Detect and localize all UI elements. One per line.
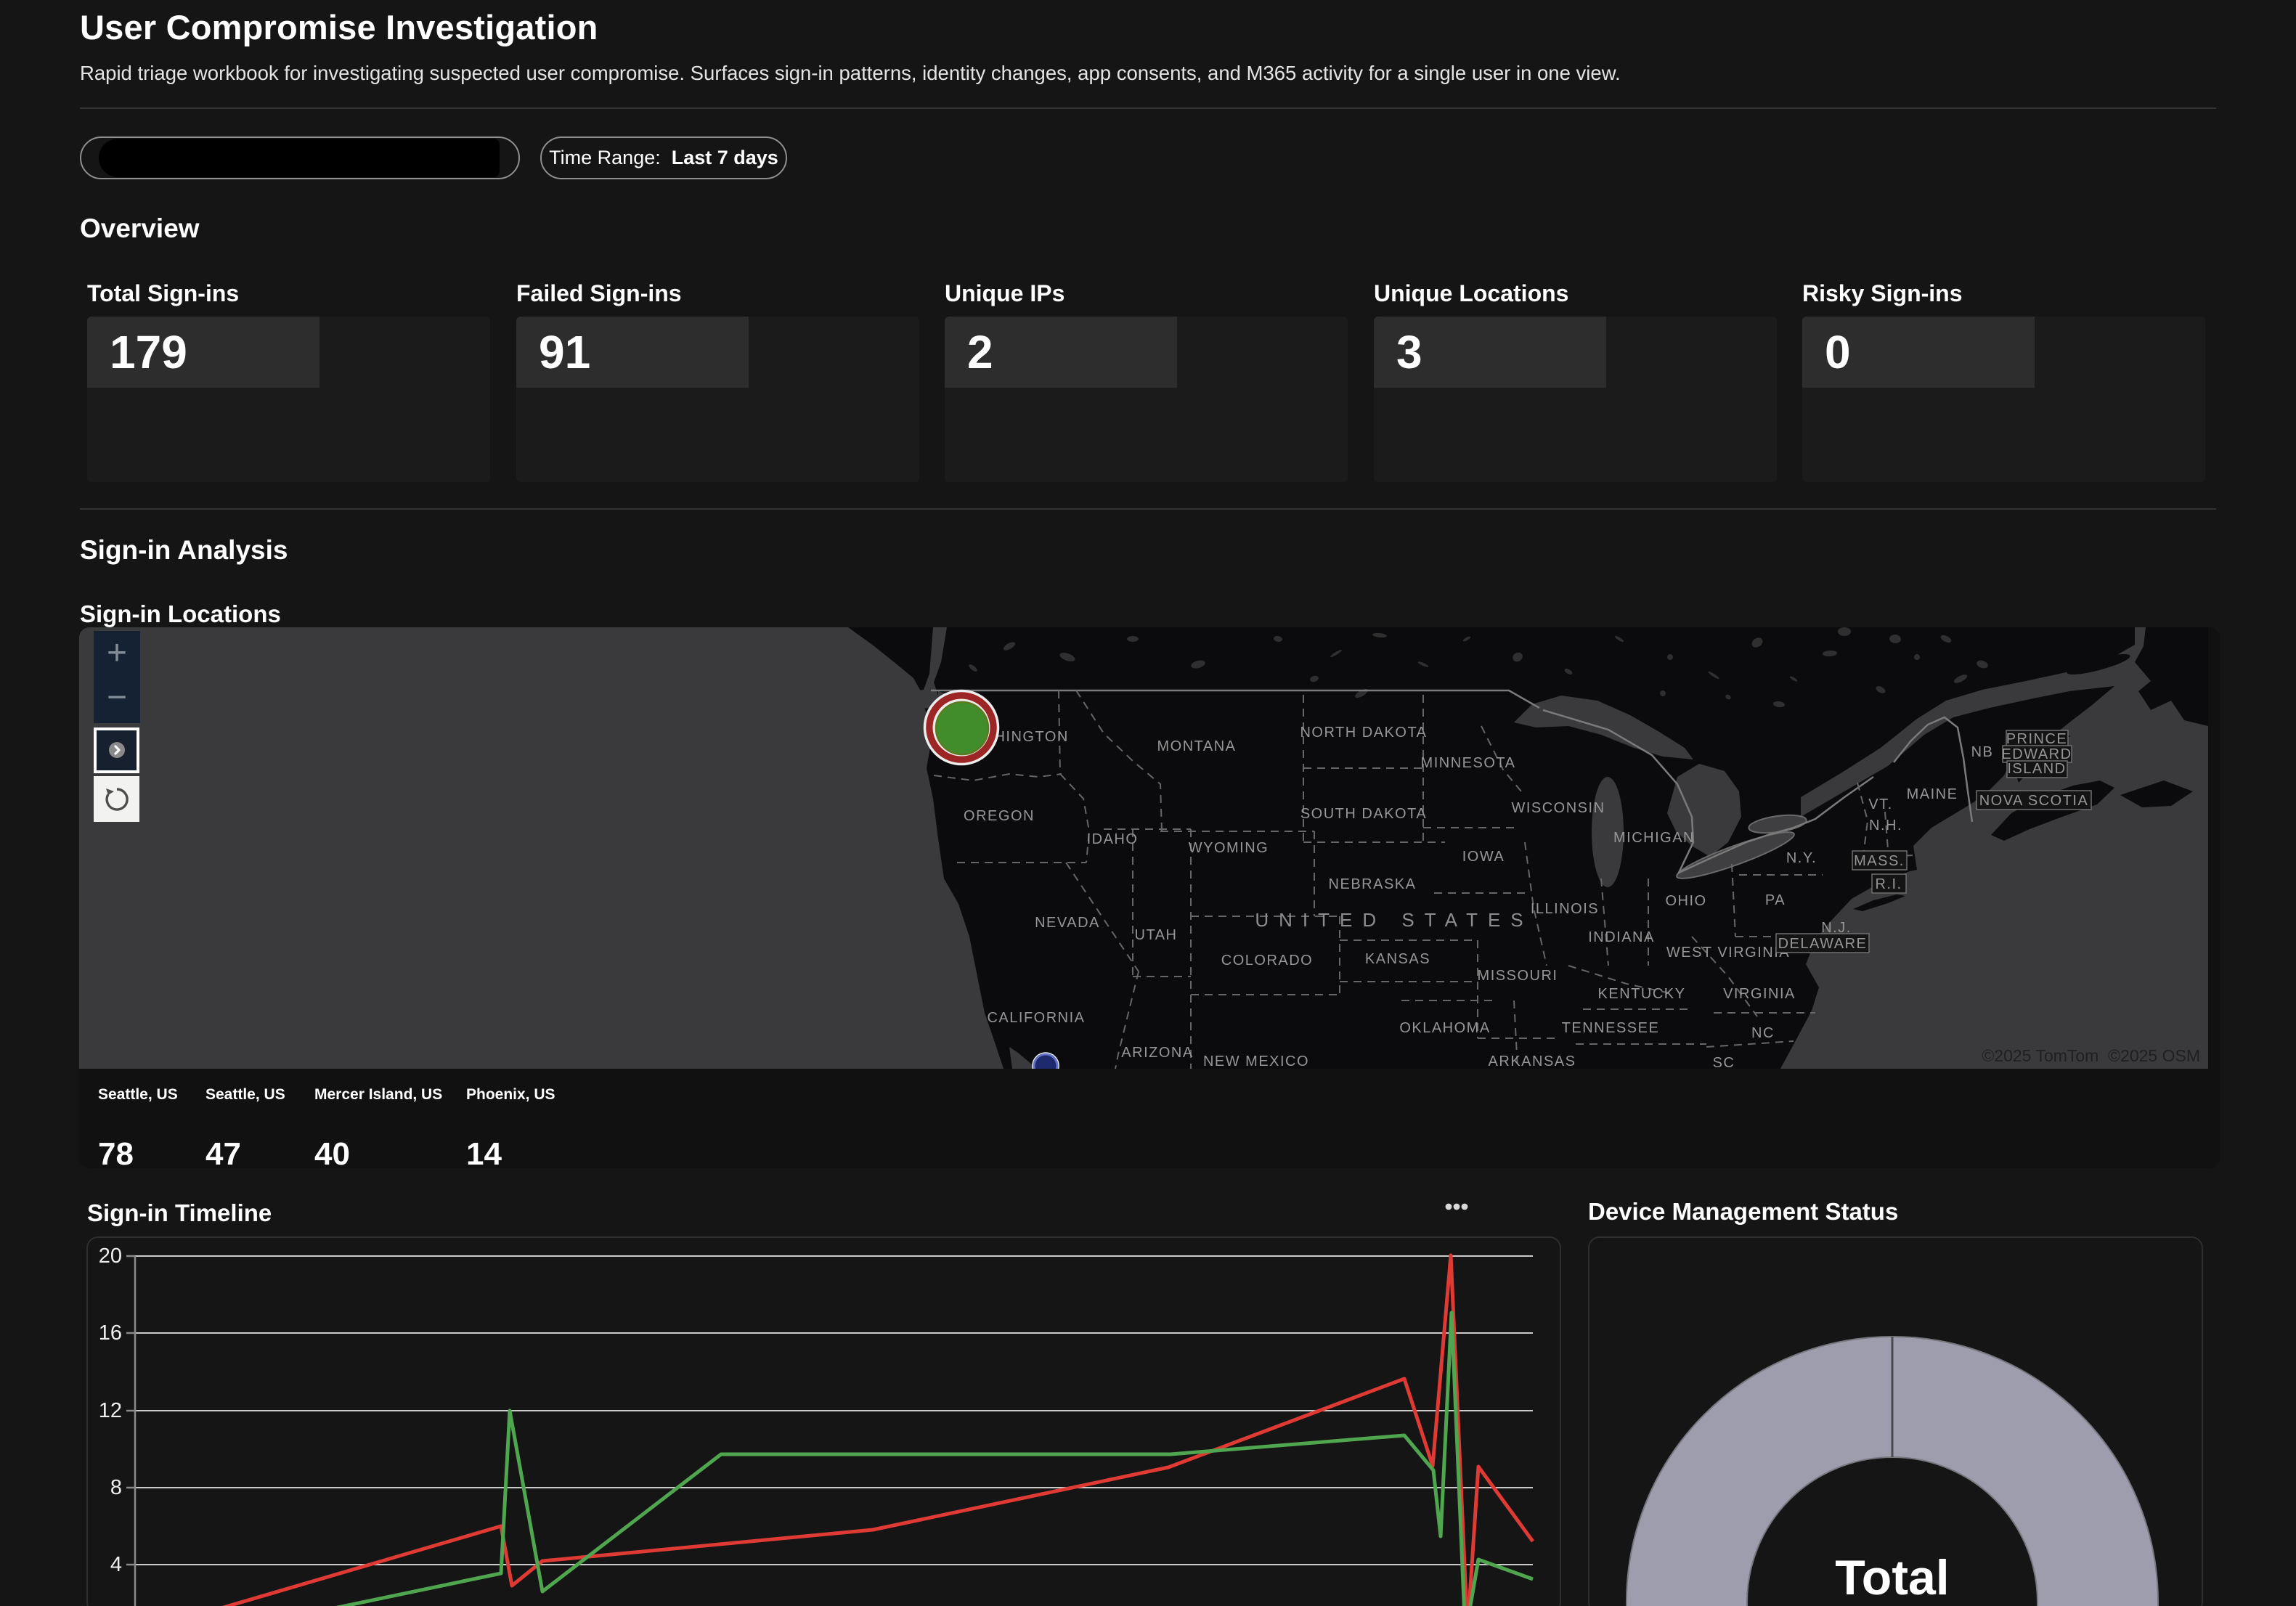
svg-text:MONTANA: MONTANA: [1157, 738, 1236, 754]
svg-text:UNITED STATES: UNITED STATES: [1255, 909, 1533, 931]
svg-text:SC: SC: [1713, 1055, 1735, 1069]
svg-text:IOWA: IOWA: [1462, 849, 1505, 865]
svg-text:OKLAHOMA: OKLAHOMA: [1399, 1020, 1490, 1036]
svg-text:IDAHO: IDAHO: [1087, 831, 1139, 847]
svg-text:WYOMING: WYOMING: [1189, 840, 1269, 856]
svg-text:ISLAND: ISLAND: [2007, 761, 2066, 777]
svg-text:EDWARD: EDWARD: [2001, 746, 2072, 762]
svg-text:R.I.: R.I.: [1875, 876, 1902, 892]
svg-text:4: 4: [110, 1553, 122, 1576]
svg-text:VIRGINIA: VIRGINIA: [1723, 986, 1796, 1002]
svg-text:NEW MEXICO: NEW MEXICO: [1203, 1053, 1309, 1069]
svg-text:OHIO: OHIO: [1665, 893, 1706, 909]
svg-text:NOVA SCOTIA: NOVA SCOTIA: [1979, 793, 2089, 809]
svg-text:MASS.: MASS.: [1854, 853, 1905, 869]
svg-text:DELAWARE: DELAWARE: [1778, 936, 1868, 952]
svg-text:MAINE: MAINE: [1907, 786, 1958, 802]
svg-text:UTAH: UTAH: [1135, 927, 1178, 943]
svg-text:NB: NB: [1971, 744, 1994, 760]
svg-text:ARIZONA: ARIZONA: [1121, 1045, 1193, 1061]
svg-text:MICHIGAN: MICHIGAN: [1613, 830, 1695, 846]
svg-text:ARKANSAS: ARKANSAS: [1489, 1053, 1576, 1069]
svg-text:MINNESOTA: MINNESOTA: [1421, 755, 1516, 771]
svg-text:KENTUCKY: KENTUCKY: [1598, 986, 1686, 1002]
svg-text:PRINCE: PRINCE: [2006, 731, 2068, 747]
svg-text:NC: NC: [1751, 1025, 1775, 1041]
svg-text:VT.: VT.: [1868, 796, 1892, 812]
svg-text:TENNESSEE: TENNESSEE: [1562, 1020, 1660, 1036]
svg-text:CALIFORNIA: CALIFORNIA: [987, 1010, 1085, 1026]
svg-text:8: 8: [110, 1476, 122, 1499]
svg-text:NEBRASKA: NEBRASKA: [1329, 876, 1417, 892]
svg-text:NEVADA: NEVADA: [1035, 915, 1100, 931]
svg-text:COLORADO: COLORADO: [1221, 953, 1313, 969]
svg-text:MISSOURI: MISSOURI: [1478, 968, 1558, 984]
svg-text:KANSAS: KANSAS: [1365, 951, 1430, 967]
svg-text:WISCONSIN: WISCONSIN: [1511, 800, 1605, 816]
svg-text:INDIANA: INDIANA: [1588, 929, 1655, 945]
svg-text:ILLINOIS: ILLINOIS: [1531, 901, 1599, 917]
svg-text:16: 16: [99, 1321, 122, 1345]
svg-text:Total: Total: [1835, 1550, 1949, 1605]
svg-text:OREGON: OREGON: [964, 808, 1035, 824]
svg-text:NORTH DAKOTA: NORTH DAKOTA: [1300, 725, 1427, 741]
svg-text:N.H.: N.H.: [1869, 818, 1902, 833]
svg-text:N.Y.: N.Y.: [1786, 850, 1817, 866]
svg-text:©2025 TomTom ©2025 OSM: ©2025 TomTom ©2025 OSM: [1982, 1046, 2200, 1065]
svg-text:N.J.: N.J.: [1821, 920, 1852, 936]
svg-text:PA: PA: [1765, 892, 1786, 908]
svg-text:WEST VIRGINIA: WEST VIRGINIA: [1666, 945, 1790, 961]
svg-text:12: 12: [99, 1399, 122, 1422]
svg-text:SOUTH DAKOTA: SOUTH DAKOTA: [1300, 806, 1427, 822]
svg-text:20: 20: [99, 1244, 122, 1268]
